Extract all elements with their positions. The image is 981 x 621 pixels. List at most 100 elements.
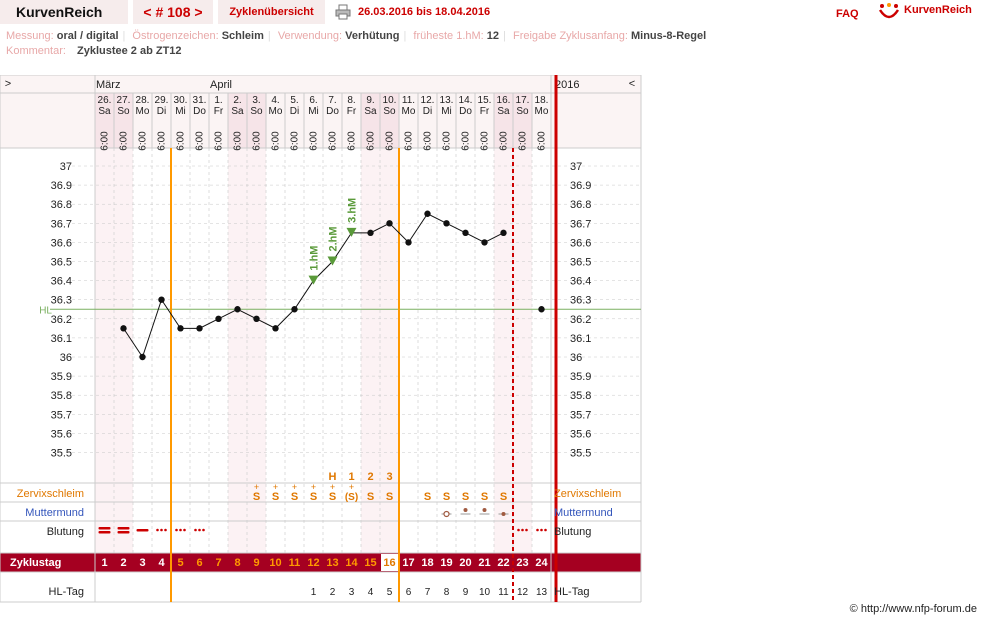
day-date: 7. — [328, 95, 336, 106]
faq-link[interactable]: FAQ — [836, 8, 859, 20]
temperature-point — [120, 325, 127, 332]
temp-axis-label-right: 36.3 — [570, 295, 591, 307]
scroll-left-button[interactable]: > — [5, 78, 11, 90]
day-weekday: So — [516, 106, 529, 117]
day-time: 6:00 — [271, 131, 282, 151]
mucus-symbol: S — [310, 491, 317, 503]
estrogen-label: Östrogenzeichen: — [132, 30, 219, 42]
mucus-symbol: S — [329, 491, 336, 503]
day-weekday: Mo — [136, 106, 150, 117]
mucus-symbol: S — [291, 491, 298, 503]
day-date: 28. — [136, 95, 150, 106]
mucus-plus: + — [349, 482, 354, 492]
temp-axis-label-right: 35.7 — [570, 409, 591, 421]
day-date: 31. — [193, 95, 207, 106]
bleeding-spotting — [517, 528, 520, 532]
cycle-day-number: 4 — [158, 557, 165, 569]
temp-axis-label-left: 36.5 — [51, 257, 72, 269]
weekend-shade — [361, 93, 380, 148]
day-time: 6:00 — [537, 131, 548, 151]
temperature-point — [386, 220, 393, 227]
cycle-overview-link[interactable]: Zyklenübersicht — [218, 0, 325, 24]
day-date: 17. — [516, 95, 530, 106]
temp-axis-label-left: 36.2 — [51, 314, 72, 326]
day-weekday: Mo — [269, 106, 283, 117]
day-date: 6. — [309, 95, 317, 106]
temp-axis-label-right: 36.9 — [570, 180, 591, 192]
day-time: 6:00 — [366, 131, 377, 151]
day-weekday: So — [383, 106, 396, 117]
bleeding-spotting — [544, 528, 547, 532]
day-weekday: Fr — [347, 106, 357, 117]
temp-axis-label-left: 36.8 — [51, 199, 72, 211]
hl-day-number: 3 — [349, 587, 355, 598]
bleeding-heavy — [98, 531, 111, 534]
row-label-cycle-day: Zyklustag — [10, 557, 61, 569]
day-time: 6:00 — [309, 131, 320, 151]
day-date: 13. — [440, 95, 454, 106]
scroll-right-button[interactable]: < — [629, 78, 635, 90]
day-date: 8. — [347, 95, 355, 106]
usage-value: Verhütung — [345, 30, 400, 42]
weekend-column — [95, 148, 114, 553]
bleeding-spotting — [183, 528, 186, 532]
cycle-day-number: 21 — [478, 557, 490, 569]
day-weekday: Fr — [480, 106, 490, 117]
temp-axis-label-left: 35.8 — [51, 390, 72, 402]
next-cycle-button[interactable]: > — [194, 4, 203, 20]
print-icon[interactable] — [335, 4, 351, 20]
row-label-bleeding-right: Blutung — [554, 526, 591, 538]
weekend-column — [494, 148, 513, 553]
mucus-symbol: S — [481, 491, 488, 503]
weekend-column — [513, 148, 532, 553]
temp-axis-label-right: 35.5 — [570, 448, 591, 460]
previous-cycle-button[interactable]: < — [143, 4, 152, 20]
day-time: 6:00 — [138, 131, 149, 151]
row-label-cervical-mucus-right: Zervixschleim — [554, 488, 621, 500]
day-time: 6:00 — [499, 131, 510, 151]
temperature-point — [177, 325, 184, 332]
higher-measurement-marker — [308, 275, 319, 285]
usage-label: Verwendung: — [277, 30, 343, 42]
mucus-symbol: S — [386, 491, 393, 503]
day-date: 27. — [117, 95, 131, 106]
hl-day-number: 11 — [498, 587, 509, 598]
mucus-symbol: S — [272, 491, 279, 503]
higher-measurement-marker — [346, 227, 357, 237]
hl-day-number: 5 — [387, 587, 393, 598]
cycle-day-number: 10 — [269, 557, 281, 569]
temp-axis-label-left: 36.6 — [51, 237, 72, 249]
temperature-point — [367, 229, 374, 237]
temp-axis-label-right: 35.9 — [570, 371, 591, 383]
hl-day-number: 10 — [479, 587, 491, 598]
logo[interactable]: KurvenReich — [878, 2, 981, 22]
temp-axis-label-right: 36 — [570, 352, 582, 364]
weekend-column — [361, 148, 380, 553]
cycle-day-bar — [0, 553, 641, 572]
higher-measurement-label: 3.hM — [347, 198, 359, 223]
day-time: 6:00 — [385, 131, 396, 151]
day-time: 6:00 — [290, 131, 301, 151]
day-time: 6:00 — [214, 131, 225, 151]
bleeding-spotting — [175, 528, 178, 532]
day-time: 6:00 — [119, 131, 130, 151]
day-time: 6:00 — [404, 131, 415, 151]
bleeding-heavy — [98, 527, 111, 530]
measurement-value: oral / digital — [56, 30, 119, 42]
hl-day-number: 2 — [330, 587, 336, 598]
temperature-point — [462, 229, 469, 237]
temp-axis-label-left: 36.3 — [51, 295, 72, 307]
temp-axis-label-left: 36.4 — [51, 276, 72, 288]
day-weekday: Mi — [441, 106, 452, 117]
weekend-shade — [95, 93, 114, 148]
bleeding-spotting — [525, 528, 528, 532]
day-date: 29. — [155, 95, 169, 106]
higher-measurement-marker — [327, 256, 338, 266]
temperature-point — [500, 229, 507, 237]
mucus-plus: + — [273, 482, 278, 492]
day-date: 16. — [497, 95, 511, 106]
meta-row-2: Kommentar: Zyklustee 2 ab ZT12 — [6, 45, 182, 57]
measurement-label: Messung: — [6, 30, 54, 42]
temperature-point — [424, 210, 431, 217]
month-label: März — [96, 79, 120, 91]
